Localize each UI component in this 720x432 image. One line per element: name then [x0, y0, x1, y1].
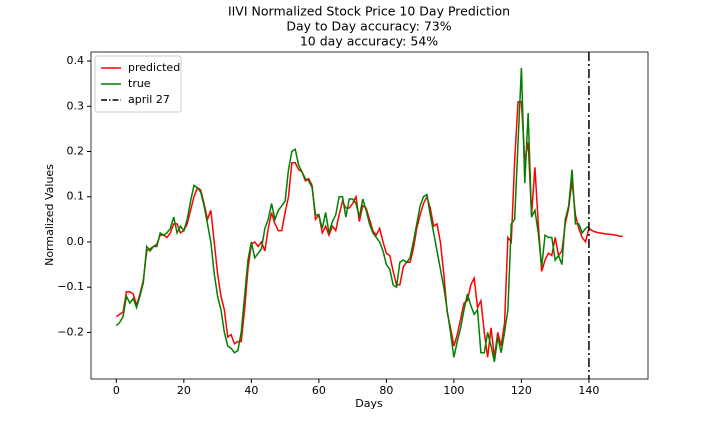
- y-tick-label: 0.4: [67, 54, 85, 67]
- chart-subtitle: Day to Day accuracy: 73%: [286, 19, 451, 34]
- legend-box: [94, 55, 182, 113]
- y-tick-label: −0.1: [57, 280, 84, 293]
- y-tick-label: 0.2: [67, 145, 85, 158]
- data-line: [115, 67, 590, 362]
- x-tick-label: 0: [113, 384, 120, 397]
- y-tick-label: −0.2: [57, 325, 84, 338]
- x-tick-label: 60: [312, 384, 326, 397]
- x-tick-label: 100: [443, 384, 464, 397]
- data-line: [115, 101, 623, 358]
- chart-subtitle: 10 day accuracy: 54%: [300, 34, 438, 49]
- y-tick-label: 0.1: [67, 190, 85, 203]
- x-tick-label: 40: [244, 384, 258, 397]
- y-axis-label: Normalized Values: [43, 164, 56, 266]
- chart-title: IIVI Normalized Stock Price 10 Day Predi…: [228, 4, 510, 19]
- axes-frame: [90, 51, 649, 380]
- y-tick-label: 0.0: [67, 235, 85, 248]
- x-tick-label: 80: [379, 384, 393, 397]
- x-tick-label: 140: [578, 384, 599, 397]
- legend-label: predicted: [128, 61, 180, 74]
- legend-label: true: [128, 77, 151, 90]
- x-tick-label: 20: [177, 384, 191, 397]
- x-tick-label: 120: [511, 384, 532, 397]
- legend-label: april 27: [128, 93, 170, 106]
- x-axis-label: Days: [355, 397, 383, 410]
- y-tick-label: 0.3: [67, 99, 85, 112]
